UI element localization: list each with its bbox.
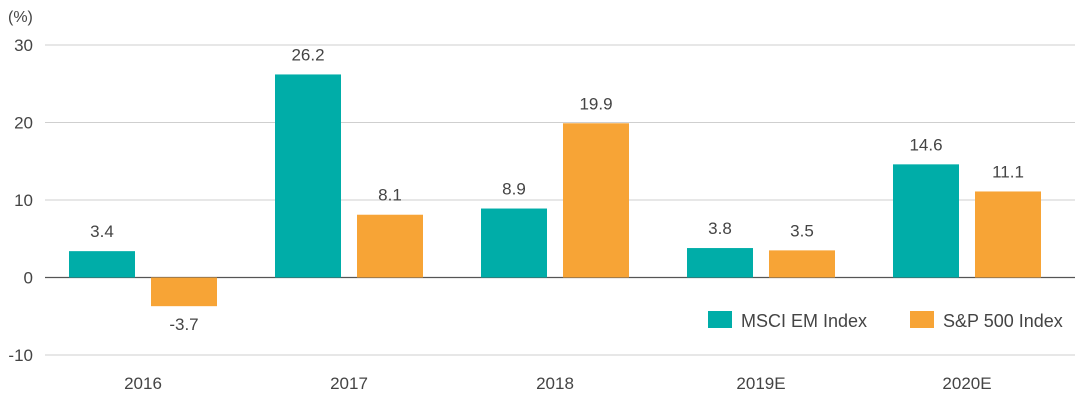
data-label-sp500-2020E: 11.1 <box>992 162 1024 181</box>
legend-label-msci: MSCI EM Index <box>741 311 867 331</box>
data-label-msci-2017: 26.2 <box>291 45 324 64</box>
bars <box>69 74 1041 307</box>
x-axis-ticks: 2016 2017 2018 2019E 2020E <box>124 374 992 393</box>
legend: MSCI EM Index S&P 500 Index <box>708 311 1063 331</box>
bar-msci-2018 <box>481 208 547 278</box>
bar-sp500-2016 <box>151 277 217 307</box>
data-label-msci-2019E: 3.8 <box>708 219 732 238</box>
y-axis-unit-label: (%) <box>8 9 33 26</box>
data-label-msci-2016: 3.4 <box>90 222 114 241</box>
x-tick-label: 2016 <box>124 374 162 393</box>
data-label-msci-2020E: 14.6 <box>909 135 942 154</box>
bar-msci-2016 <box>69 251 135 278</box>
y-axis-ticks: 30 20 10 0 -10 <box>8 36 33 365</box>
y-tick-label: 10 <box>14 191 33 210</box>
bar-sp500-2018 <box>563 123 629 278</box>
x-tick-label: 2019E <box>736 374 785 393</box>
bar-msci-2020E <box>893 164 959 278</box>
x-tick-label: 2017 <box>330 374 368 393</box>
legend-swatch-msci <box>708 311 732 328</box>
bar-sp500-2020E <box>975 191 1041 278</box>
data-label-sp500-2017: 8.1 <box>378 186 402 205</box>
data-label-sp500-2016: -3.7 <box>169 315 198 334</box>
y-tick-label: 30 <box>14 36 33 55</box>
data-label-sp500-2019E: 3.5 <box>790 221 814 240</box>
legend-label-sp500: S&P 500 Index <box>943 311 1063 331</box>
bar-sp500-2019E <box>769 250 835 278</box>
y-tick-label: 20 <box>14 114 33 133</box>
bar-sp500-2017 <box>357 214 423 278</box>
legend-swatch-sp500 <box>910 311 934 328</box>
data-labels: 3.4 -3.7 26.2 8.1 8.9 19.9 3.8 3.5 14.6 11.1 <box>90 45 1024 334</box>
bar-msci-2019E <box>687 248 753 278</box>
bar-msci-2017 <box>275 74 341 278</box>
y-tick-label: -10 <box>8 346 33 365</box>
data-label-msci-2018: 8.9 <box>502 180 526 199</box>
y-tick-label: 0 <box>24 269 33 288</box>
x-tick-label: 2018 <box>536 374 574 393</box>
x-tick-label: 2020E <box>942 374 991 393</box>
data-label-sp500-2018: 19.9 <box>579 94 612 113</box>
